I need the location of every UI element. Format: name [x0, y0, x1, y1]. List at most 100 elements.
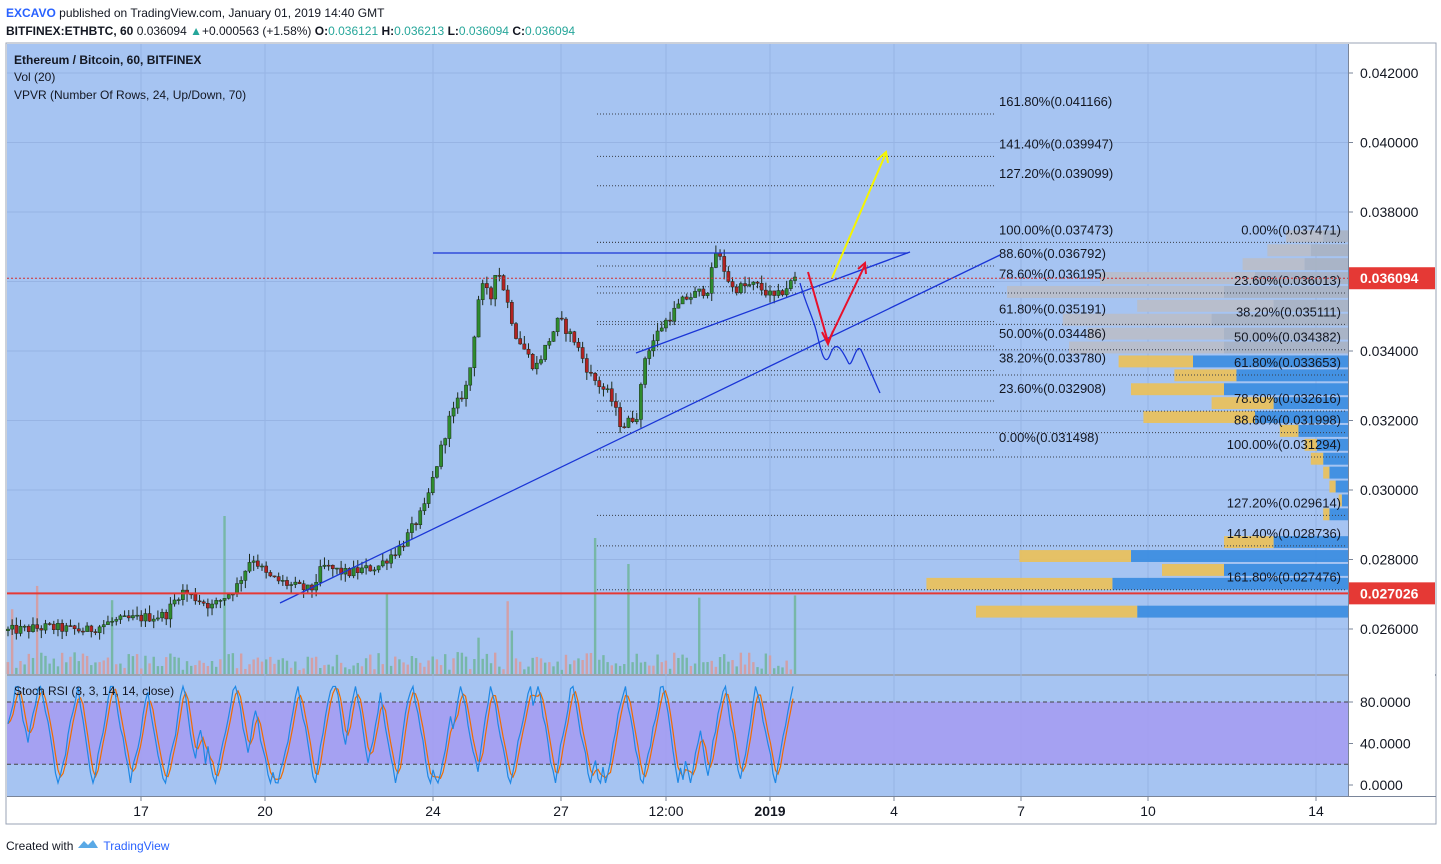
- vpvr-up-bar: [1224, 327, 1348, 340]
- candle-body: [547, 341, 552, 346]
- candle-body: [664, 319, 668, 329]
- y-tick-label: 0.042000: [1360, 65, 1419, 81]
- volume-bar: [585, 653, 588, 674]
- candle-body: [326, 564, 331, 567]
- candle-body: [780, 290, 785, 296]
- volume-bar: [656, 654, 659, 674]
- up-arrow-icon: ▲: [190, 24, 202, 38]
- volume-bar: [706, 662, 709, 674]
- candle-body: [509, 302, 514, 324]
- volume-bar: [448, 669, 451, 674]
- volume-bar: [323, 665, 326, 674]
- vpvr-down-bar: [1174, 369, 1237, 382]
- volume-bar: [327, 664, 330, 674]
- drawings: [7, 150, 1348, 604]
- volume-bar: [10, 609, 14, 674]
- candle-body: [360, 567, 364, 573]
- candle-body: [293, 581, 298, 585]
- volume-bar: [294, 661, 297, 674]
- candle-body: [318, 566, 323, 583]
- volume-bar: [781, 667, 784, 674]
- volume-bar: [435, 659, 439, 674]
- volume-bar: [177, 657, 180, 674]
- volume-bar: [289, 667, 293, 674]
- candle-body: [97, 626, 102, 633]
- candle-body: [476, 299, 481, 338]
- candle-body: [72, 625, 77, 629]
- candle-body: [385, 560, 389, 564]
- volume-bar: [489, 663, 493, 674]
- candle-body: [772, 290, 777, 296]
- candle-body: [751, 281, 756, 285]
- vpvr-up-bar: [1224, 383, 1348, 396]
- volume-bar: [98, 662, 101, 674]
- stoch-rsi: [7, 684, 1348, 786]
- fib-label: 0.00%(0.031498): [999, 430, 1099, 445]
- volume-bar: [23, 664, 26, 674]
- candle-body: [193, 593, 198, 602]
- volume-bar: [369, 654, 372, 674]
- candle-body: [18, 625, 23, 634]
- candle-body: [589, 372, 593, 374]
- volume-bar: [56, 666, 60, 674]
- candle-body: [405, 532, 410, 547]
- candle-body: [285, 580, 289, 586]
- candle-body: [755, 281, 760, 284]
- candle-body: [522, 343, 527, 350]
- price-axis[interactable]: [1349, 44, 1435, 796]
- stoch-legend[interactable]: Stoch RSI (3, 3, 14, 14, close): [14, 684, 175, 698]
- candle-body: [301, 583, 306, 591]
- candle-body: [255, 560, 260, 567]
- fib-label: 100.00%(0.037473): [999, 222, 1113, 237]
- vpvr-up-bar: [1112, 577, 1348, 590]
- volume-bar: [464, 656, 468, 674]
- volume-bar: [235, 668, 239, 674]
- volume-bar: [215, 666, 218, 674]
- candle-body: [414, 523, 418, 526]
- candle-body: [776, 290, 781, 296]
- candle-body: [126, 615, 131, 619]
- candle-body: [330, 564, 335, 570]
- vpvr-up-bar: [1310, 244, 1348, 257]
- candle-body: [276, 576, 281, 582]
- candle-body: [22, 625, 27, 628]
- candle-body: [397, 545, 402, 556]
- footer: Created with TradingView: [6, 838, 169, 853]
- chart-border: [5, 42, 1437, 825]
- author-link[interactable]: EXCAVO: [6, 6, 56, 20]
- candle-body: [426, 492, 431, 504]
- volume-bar: [419, 662, 422, 674]
- candle-body: [147, 613, 152, 622]
- candle-body: [135, 614, 139, 617]
- candle-body: [526, 348, 531, 355]
- volume-bar: [631, 662, 634, 674]
- volume-bar: [131, 656, 135, 674]
- candle-body: [151, 618, 156, 622]
- publish-line: EXCAVO published on TradingView.com, Jan…: [6, 4, 575, 22]
- volume-bar: [714, 666, 718, 674]
- candle-body: [472, 336, 477, 368]
- candle-body: [439, 444, 443, 467]
- volume-bar: [165, 657, 168, 674]
- vpvr-legend[interactable]: VPVR (Number Of Rows, 24, Up/Down, 70): [14, 88, 247, 102]
- volume-bar: [190, 665, 193, 674]
- fib-label: 50.00%(0.034382): [1234, 330, 1341, 345]
- volume-bar: [606, 662, 609, 674]
- vpvr-down-bar: [1304, 438, 1317, 451]
- candle-body: [514, 323, 518, 339]
- volume-bar: [90, 665, 93, 674]
- volume-bar: [48, 663, 51, 674]
- tradingview-link[interactable]: TradingView: [103, 838, 170, 853]
- symbol-legend[interactable]: Ethereum / Bitcoin, 60, BITFINEX: [14, 53, 202, 67]
- fib-label: 88.60%(0.031998): [1234, 413, 1341, 428]
- vpvr-down-bar: [1310, 452, 1324, 465]
- time-axis[interactable]: [7, 797, 1348, 823]
- volume-bar: [431, 656, 434, 674]
- volume-legend[interactable]: Vol (20): [14, 70, 56, 84]
- candle-body: [693, 291, 697, 298]
- candle-body: [676, 303, 681, 309]
- volume-bar: [577, 658, 580, 674]
- volume-bar: [81, 653, 85, 674]
- volume-bar: [589, 652, 593, 674]
